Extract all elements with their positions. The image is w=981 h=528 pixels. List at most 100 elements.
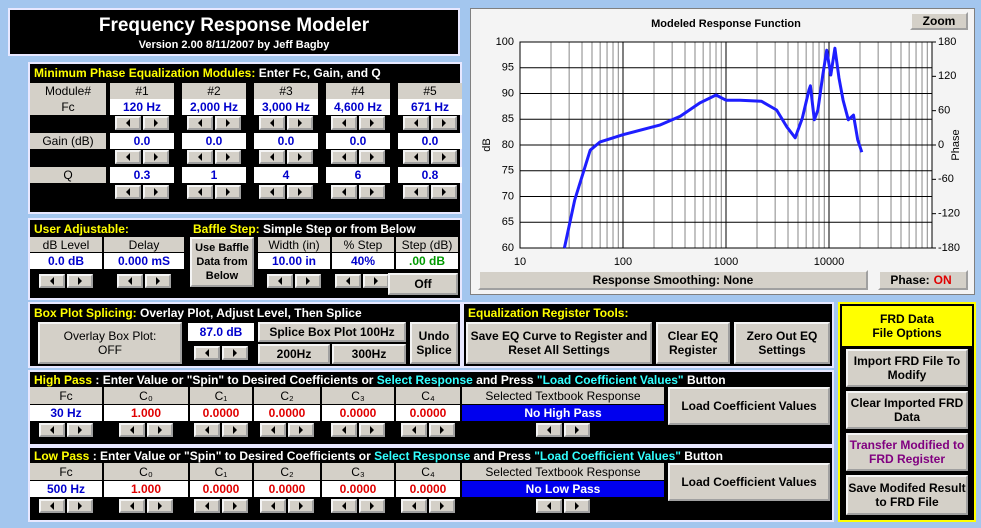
splice-300-button[interactable]: 300Hz <box>332 344 406 364</box>
spin-right[interactable] <box>295 274 321 288</box>
spin-left[interactable] <box>401 499 427 513</box>
spin-right[interactable] <box>564 423 590 437</box>
spin-right[interactable] <box>359 423 385 437</box>
spin-left[interactable] <box>194 346 220 360</box>
off-button[interactable]: Off <box>388 273 458 295</box>
coef-input[interactable]: 0.0000 <box>396 481 460 497</box>
spin-right[interactable] <box>215 116 241 130</box>
splice-100-button[interactable]: Splice Box Plot 100Hz <box>258 322 406 342</box>
level-input[interactable]: 87.0 dB <box>188 323 254 341</box>
coef-input[interactable]: 0.0000 <box>322 481 394 497</box>
fc-input[interactable]: 120 Hz <box>110 99 174 115</box>
splice-200-button[interactable]: 200Hz <box>258 344 330 364</box>
width-input[interactable]: 10.00 in <box>258 253 330 269</box>
spin-left[interactable] <box>259 150 285 164</box>
spin-left[interactable] <box>259 185 285 199</box>
overlay-button[interactable]: Overlay Box Plot: OFF <box>38 322 182 364</box>
spin-left[interactable] <box>401 423 427 437</box>
spin-right[interactable] <box>147 423 173 437</box>
spin-left[interactable] <box>331 116 357 130</box>
spin-left[interactable] <box>267 274 293 288</box>
zero-eq-button[interactable]: Zero Out EQ Settings <box>734 322 830 364</box>
coef-input[interactable]: 0.0000 <box>322 405 394 421</box>
spin-left[interactable] <box>187 150 213 164</box>
spin-right[interactable] <box>215 150 241 164</box>
spin-left[interactable] <box>119 423 145 437</box>
spin-left[interactable] <box>403 185 429 199</box>
q-input[interactable]: 1 <box>182 167 246 183</box>
save-frd-button[interactable]: Save Modifed Result to FRD File <box>846 475 968 515</box>
spin-right[interactable] <box>564 499 590 513</box>
spin-left[interactable] <box>536 423 562 437</box>
use-baffle-button[interactable]: Use Baffle Data from Below <box>190 237 254 287</box>
spin-right[interactable] <box>215 185 241 199</box>
import-frd-button[interactable]: Import FRD File To Modify <box>846 349 968 387</box>
spin-left[interactable] <box>115 116 141 130</box>
coef-input[interactable]: 500 Hz <box>30 481 102 497</box>
q-input[interactable]: 4 <box>254 167 318 183</box>
spin-right[interactable] <box>288 423 314 437</box>
spin-left[interactable] <box>39 423 65 437</box>
spin-right[interactable] <box>67 274 93 288</box>
spin-left[interactable] <box>187 116 213 130</box>
q-input[interactable]: 6 <box>326 167 390 183</box>
spin-right[interactable] <box>287 150 313 164</box>
spin-right[interactable] <box>429 499 455 513</box>
spin-left[interactable] <box>331 150 357 164</box>
spin-left[interactable] <box>331 423 357 437</box>
gain-input[interactable]: 0.0 <box>182 133 246 149</box>
spin-left[interactable] <box>194 499 220 513</box>
zoom-button[interactable]: Zoom <box>910 12 968 30</box>
spin-left[interactable] <box>403 116 429 130</box>
load-coef-button[interactable]: Load Coefficient Values <box>668 387 830 425</box>
spin-left[interactable] <box>331 185 357 199</box>
spin-left[interactable] <box>331 499 357 513</box>
spin-right[interactable] <box>145 274 171 288</box>
spin-right[interactable] <box>147 499 173 513</box>
spin-left[interactable] <box>187 185 213 199</box>
transfer-frd-button[interactable]: Transfer Modified to FRD Register <box>846 433 968 471</box>
load-coef-button[interactable]: Load Coefficient Values <box>668 463 830 501</box>
spin-right[interactable] <box>143 150 169 164</box>
clear-eq-button[interactable]: Clear EQ Register <box>656 322 730 364</box>
save-eq-button[interactable]: Save EQ Curve to Register and Reset All … <box>466 322 652 364</box>
spin-right[interactable] <box>222 423 248 437</box>
spin-left[interactable] <box>115 185 141 199</box>
spin-left[interactable] <box>39 499 65 513</box>
gain-input[interactable]: 0.0 <box>326 133 390 149</box>
undo-splice-button[interactable]: Undo Splice <box>410 322 458 364</box>
spin-right[interactable] <box>222 499 248 513</box>
spin-left[interactable] <box>260 423 286 437</box>
spin-left[interactable] <box>259 116 285 130</box>
spin-right[interactable] <box>287 185 313 199</box>
response-select[interactable]: No Low Pass <box>462 481 664 497</box>
step-pct-input[interactable]: 40% <box>332 253 394 269</box>
fc-input[interactable]: 671 Hz <box>398 99 462 115</box>
spin-right[interactable] <box>67 423 93 437</box>
spin-right[interactable] <box>222 346 248 360</box>
spin-right[interactable] <box>359 499 385 513</box>
q-input[interactable]: 0.3 <box>110 167 174 183</box>
spin-right[interactable] <box>431 116 457 130</box>
response-select[interactable]: No High Pass <box>462 405 664 421</box>
spin-right[interactable] <box>359 116 385 130</box>
gain-input[interactable]: 0.0 <box>254 133 318 149</box>
fc-input[interactable]: 4,600 Hz <box>326 99 390 115</box>
spin-right[interactable] <box>431 150 457 164</box>
spin-left[interactable] <box>117 274 143 288</box>
clear-frd-button[interactable]: Clear Imported FRD Data <box>846 391 968 429</box>
db-level-input[interactable]: 0.0 dB <box>30 253 102 269</box>
coef-input[interactable]: 0.0000 <box>254 481 320 497</box>
spin-right[interactable] <box>359 185 385 199</box>
spin-right[interactable] <box>143 116 169 130</box>
phase-button[interactable]: Phase: ON <box>878 270 968 290</box>
spin-right[interactable] <box>287 116 313 130</box>
coef-input[interactable]: 1.000 <box>104 481 188 497</box>
spin-left[interactable] <box>119 499 145 513</box>
spin-left[interactable] <box>536 499 562 513</box>
spin-left[interactable] <box>39 274 65 288</box>
spin-left[interactable] <box>194 423 220 437</box>
coef-input[interactable]: 0.0000 <box>190 405 252 421</box>
spin-left[interactable] <box>115 150 141 164</box>
spin-left[interactable] <box>403 150 429 164</box>
